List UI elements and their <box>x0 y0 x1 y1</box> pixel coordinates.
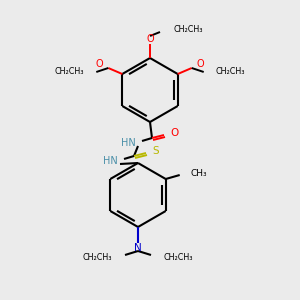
Text: N: N <box>134 243 142 253</box>
Text: S: S <box>152 146 159 156</box>
Text: CH₂CH₃: CH₂CH₃ <box>82 253 112 262</box>
Text: CH₂CH₃: CH₂CH₃ <box>174 26 203 34</box>
Text: O: O <box>170 128 178 138</box>
Text: O: O <box>146 34 154 44</box>
Text: HN: HN <box>103 156 118 166</box>
Text: O: O <box>96 59 103 69</box>
Text: CH₂CH₃: CH₂CH₃ <box>55 68 84 76</box>
Text: CH₂CH₃: CH₂CH₃ <box>216 68 245 76</box>
Text: O: O <box>197 59 204 69</box>
Text: CH₃: CH₃ <box>191 169 207 178</box>
Text: CH₂CH₃: CH₂CH₃ <box>164 253 194 262</box>
Text: HN: HN <box>121 138 136 148</box>
